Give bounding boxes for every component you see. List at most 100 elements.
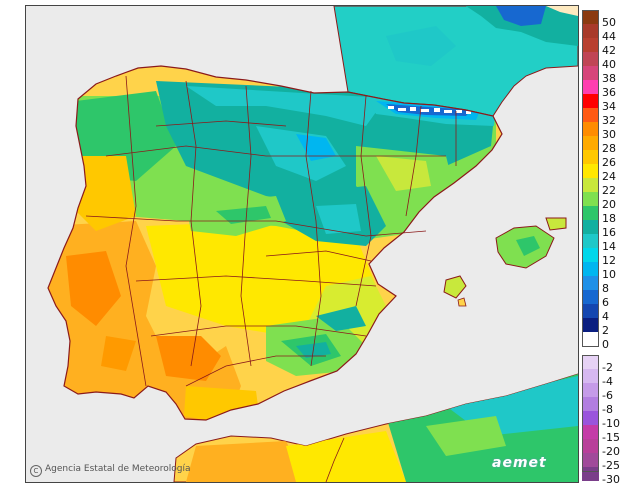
province-borders (85, 75, 457, 387)
legend-label: -25 (602, 459, 620, 472)
legend-label: 16 (602, 226, 616, 239)
legend-swatch (582, 234, 599, 248)
legend-label: -4 (602, 375, 613, 388)
credit-text: Agencia Estatal de Meteorología (45, 464, 191, 474)
legend-row-warm: 16 (582, 220, 630, 239)
legend-label: 20 (602, 198, 616, 211)
legend-swatch (582, 425, 599, 439)
legend-row-cold: -30 (582, 467, 630, 486)
agency-credit: C Agencia Estatal de Meteorología (30, 464, 191, 477)
legend-label: 36 (602, 86, 616, 99)
legend-label: 14 (602, 240, 616, 253)
legend-row-warm: 14 (582, 234, 630, 253)
legend-row-warm: 28 (582, 136, 630, 155)
legend-label: 0 (602, 338, 609, 351)
legend-row-warm: 42 (582, 38, 630, 57)
italy-region (546, 6, 578, 16)
legend-swatch (582, 164, 599, 178)
legend-row-warm: 2 (582, 318, 630, 337)
legend-swatch (582, 52, 599, 66)
legend-swatch (582, 262, 599, 276)
legend-row-cold: -4 (582, 369, 630, 388)
legend-row-warm: 38 (582, 66, 630, 85)
legend-label: 38 (602, 72, 616, 85)
legend-row-warm: 10 (582, 262, 630, 281)
legend-swatch (582, 150, 599, 164)
legend-row-warm: 22 (582, 178, 630, 197)
legend-label: 26 (602, 156, 616, 169)
legend-label: 30 (602, 128, 616, 141)
legend-swatch (582, 136, 599, 150)
legend-swatch (582, 108, 599, 122)
legend-row-warm: 18 (582, 206, 630, 225)
legend-swatch (582, 192, 599, 206)
legend-label: 18 (602, 212, 616, 225)
legend-label: -6 (602, 389, 613, 402)
aemet-logo: aemet (492, 455, 547, 471)
north-africa-bands (186, 374, 578, 482)
legend-swatch (582, 467, 599, 481)
legend-row-warm: 26 (582, 150, 630, 169)
legend-row-warm: 44 (582, 24, 630, 43)
legend-row-warm: 34 (582, 94, 630, 113)
legend-swatch (582, 411, 599, 425)
legend-row-cold: -25 (582, 453, 630, 472)
legend-label: 12 (602, 254, 616, 267)
legend-row-cold: -6 (582, 383, 630, 402)
legend-swatch (582, 439, 599, 453)
legend-row-warm: 12 (582, 248, 630, 267)
legend-label: 22 (602, 184, 616, 197)
pyrenees-snow (388, 106, 471, 114)
legend-row-warm: 0 (582, 332, 630, 351)
temperature-legend: 50 44 42 40 38 36 34 32 30 28 26 24 22 20 18 16 14 12 10 8 6… (582, 10, 630, 486)
iberia-temperature-map (47, 6, 578, 482)
legend-swatch (582, 66, 599, 80)
legend-row-warm: 8 (582, 276, 630, 295)
legend-swatch (582, 290, 599, 304)
legend-label: 4 (602, 310, 609, 323)
africa-border (325, 437, 345, 482)
legend-row-cold: -20 (582, 439, 630, 458)
legend-row-warm: 24 (582, 164, 630, 183)
legend-label: 44 (602, 30, 616, 43)
legend-label: 24 (602, 170, 616, 183)
legend-row-warm: 32 (582, 108, 630, 127)
legend-swatch (582, 248, 599, 262)
balearic-islands (443, 217, 567, 307)
legend-swatch (582, 332, 599, 346)
legend-label: 32 (602, 114, 616, 127)
legend-label: 2 (602, 324, 609, 337)
legend-row-warm: 30 (582, 122, 630, 141)
legend-label: -10 (602, 417, 620, 430)
legend-row-cold: -15 (582, 425, 630, 444)
legend-label: 8 (602, 282, 609, 295)
iberia-temperature-bands (48, 81, 496, 420)
legend-row-cold: -8 (582, 397, 630, 416)
legend-label: 10 (602, 268, 616, 281)
legend-swatch (582, 369, 599, 383)
legend-label: -2 (602, 361, 613, 374)
legend-row-warm: 20 (582, 192, 630, 211)
legend-label: 50 (602, 16, 616, 29)
legend-swatch (582, 355, 599, 369)
legend-swatch (582, 94, 599, 108)
legend-label: -8 (602, 403, 613, 416)
legend-row-warm: 4 (582, 304, 630, 323)
legend-label: -15 (602, 431, 620, 444)
legend-label: 42 (602, 44, 616, 57)
legend-swatch (582, 24, 599, 38)
legend-swatch (582, 304, 599, 318)
legend-swatch (582, 453, 599, 467)
legend-row-warm: 40 (582, 52, 630, 71)
legend-swatch (582, 122, 599, 136)
legend-label: 34 (602, 100, 616, 113)
legend-label: 28 (602, 142, 616, 155)
massif-central (386, 26, 456, 66)
legend-label: 40 (602, 58, 616, 71)
legend-label: -20 (602, 445, 620, 458)
legend-swatch (582, 178, 599, 192)
legend-swatch (582, 220, 599, 234)
legend-row-cold: -10 (582, 411, 630, 430)
alps-cold (496, 6, 546, 26)
france-mountains (466, 6, 578, 46)
